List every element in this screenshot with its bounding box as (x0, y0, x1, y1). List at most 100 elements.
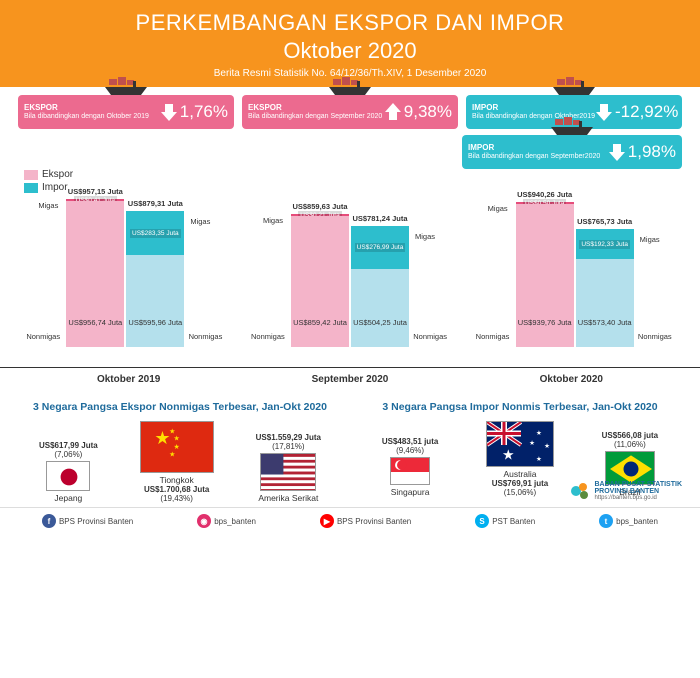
stat-text: EKSPORBila dibandingkan dengan September… (248, 104, 382, 120)
svg-text:★: ★ (529, 440, 535, 447)
ekspor-nonmigas-val: US$939,76 Juta (516, 318, 574, 327)
stat-value: 1,98% (608, 142, 676, 162)
stat-text: EKSPORBila dibandingkan dengan Oktober 2… (24, 104, 149, 120)
impor-nonmigas-val: US$504,25 Juta (351, 318, 409, 327)
footer-fb[interactable]: fBPS Provinsi Banten (42, 514, 133, 528)
bps-logo-icon (569, 480, 591, 502)
impor-nonmigas-val: US$595,96 Juta (126, 318, 184, 327)
stat-row-2: IMPORBila dibandingkan dengan September2… (0, 133, 700, 169)
ship-icon (103, 73, 149, 102)
label-migas-r: Migas (415, 232, 435, 241)
bar-ekspor: US$957,15 Juta Migas US$0,41 Juta Nonmig… (66, 199, 124, 347)
stat-card-ekspor: EKSPORBila dibandingkan dengan September… (242, 95, 458, 129)
svg-text:★: ★ (173, 443, 179, 451)
footer-tw[interactable]: tbps_banten (599, 514, 658, 528)
period-label: Oktober 2020 (461, 368, 682, 395)
period-label: Oktober 2019 (18, 368, 239, 395)
impor-countries-title: 3 Negara Pangsa Impor Nonmis Terbesar, J… (358, 401, 682, 413)
impor-total: US$765,73 Juta (576, 217, 634, 226)
svg-text:★: ★ (169, 427, 175, 435)
label-migas-r: Migas (640, 235, 660, 244)
label-migas: Migas (488, 204, 508, 213)
seg-impor-nonmigas (351, 269, 409, 347)
svg-text:f: f (48, 517, 51, 526)
title-line1: PERKEMBANGAN EKSPOR DAN IMPOR (0, 10, 700, 36)
label-migas-r: Migas (190, 217, 210, 226)
bar-ekspor: US$940,26 Juta Migas US$0,50 Juta Nonmig… (516, 202, 574, 347)
impor-total: US$879,31 Juta (126, 199, 184, 208)
ship-icon (549, 113, 595, 142)
infographic-root: PERKEMBANGAN EKSPOR DAN IMPOR Oktober 20… (0, 0, 700, 536)
period-label: September 2020 (239, 368, 460, 395)
chart-2: US$940,26 Juta Migas US$0,50 Juta Nonmig… (467, 197, 682, 367)
legend-label-ekspor: Ekspor (42, 169, 73, 180)
org-line2: PROVINSI BANTEN (595, 488, 683, 495)
svg-text:★: ★ (536, 456, 542, 463)
svg-text:★: ★ (173, 435, 179, 443)
label-nonmigas: Nonmigas (26, 332, 60, 341)
seg-impor-migas: US$276,99 Juta (351, 226, 409, 269)
seg-ekspor-nonmigas (291, 216, 349, 347)
seg-impor-migas: US$283,35 Juta (126, 211, 184, 255)
org-url: https://banten.bps.go.id (595, 495, 683, 501)
bar-impor: US$765,73 Juta US$192,33 Juta Migas Nonm… (576, 229, 634, 347)
ekspor-nonmigas-val: US$859,42 Juta (291, 318, 349, 327)
stat-card-ekspor: EKSPORBila dibandingkan dengan Oktober 2… (18, 95, 234, 129)
country-sg: US$483,51 juta(9,46%)Singapura (382, 437, 438, 497)
org-line1: BADAN PUSAT STATISTIK (595, 481, 683, 488)
legend-swatch-impor (24, 183, 38, 193)
ekspor-countries-title: 3 Negara Pangsa Ekspor Nonmigas Terbesar… (18, 401, 342, 413)
svg-text:◉: ◉ (201, 517, 208, 526)
ekspor-nonmigas-val: US$956,74 Juta (66, 318, 124, 327)
label-migas: Migas (263, 216, 283, 225)
chart-0: US$957,15 Juta Migas US$0,41 Juta Nonmig… (18, 197, 233, 367)
footer-skype[interactable]: SPST Banten (475, 514, 535, 528)
footer: fBPS Provinsi Banten ◉bps_banten ▶BPS Prov… (0, 507, 700, 536)
stat-value: -12,92% (595, 102, 678, 122)
label-nonmigas: Nonmigas (251, 332, 285, 341)
stat-value: 1,76% (160, 102, 228, 122)
chart-1: US$859,63 Juta Migas US$0,21 Juta Nonmig… (243, 197, 458, 367)
impor-total: US$781,24 Juta (351, 214, 409, 223)
flags-ekspor: US$617,99 Juta(7,06%)Jepang ★★★★★Tiongkok… (18, 419, 342, 503)
country-jp: US$617,99 Juta(7,06%)Jepang (39, 441, 98, 503)
label-nonmigas-r: Nonmigas (189, 332, 223, 341)
stat-text: IMPORBila dibandingkan dengan September2… (468, 144, 600, 160)
ship-icon (327, 73, 373, 102)
svg-text:▶: ▶ (323, 517, 331, 526)
seg-impor-nonmigas (126, 255, 184, 347)
label-nonmigas-r: Nonmigas (413, 332, 447, 341)
legend-swatch-ekspor (24, 170, 38, 180)
period-labels: Oktober 2019September 2020Oktober 2020 (0, 368, 700, 395)
svg-text:★: ★ (536, 430, 542, 437)
svg-text:★: ★ (544, 443, 550, 450)
country-au: ★★★★★AustraliaUS$769,91 juta(15,06%) (486, 419, 554, 497)
label-nonmigas: Nonmigas (476, 332, 510, 341)
label-migas: Migas (38, 201, 58, 210)
bar-charts: US$957,15 Juta Migas US$0,41 Juta Nonmig… (0, 193, 700, 368)
bar-ekspor: US$859,63 Juta Migas US$0,21 Juta Nonmig… (291, 214, 349, 347)
legend: Ekspor (0, 169, 700, 180)
svg-text:t: t (605, 517, 608, 526)
ekspor-countries: 3 Negara Pangsa Ekspor Nonmigas Terbesar… (18, 401, 342, 503)
ship-icon (551, 73, 597, 102)
bar-impor: US$879,31 Juta US$283,35 Juta Migas Nonm… (126, 211, 184, 347)
seg-impor-migas: US$192,33 Juta (576, 229, 634, 259)
stat-row-1: EKSPORBila dibandingkan dengan Oktober 2… (0, 87, 700, 133)
stat-value: 9,38% (384, 102, 452, 122)
org-badge: BADAN PUSAT STATISTIK PROVINSI BANTEN ht… (569, 480, 683, 502)
footer-yt[interactable]: ▶BPS Provinsi Banten (320, 514, 411, 528)
footer-ig[interactable]: ◉bps_banten (197, 514, 256, 528)
stat-card-impor: IMPORBila dibandingkan dengan September2… (462, 135, 682, 169)
legend-label-impor: Impor (42, 182, 68, 193)
bar-impor: US$781,24 Juta US$276,99 Juta Migas Nonm… (351, 226, 409, 347)
impor-nonmigas-val: US$573,40 Juta (576, 318, 634, 327)
svg-text:★: ★ (169, 450, 175, 458)
country-cn: ★★★★★TiongkokUS$1.700,68 Juta(19,43%) (140, 419, 214, 503)
title-line2: Oktober 2020 (0, 38, 700, 64)
svg-text:★: ★ (502, 448, 514, 463)
country-us: US$1.559,29 Juta(17,81%)Amerika Serikat (256, 433, 321, 503)
label-nonmigas-r: Nonmigas (638, 332, 672, 341)
svg-text:S: S (480, 517, 486, 526)
seg-impor-nonmigas (576, 259, 634, 347)
